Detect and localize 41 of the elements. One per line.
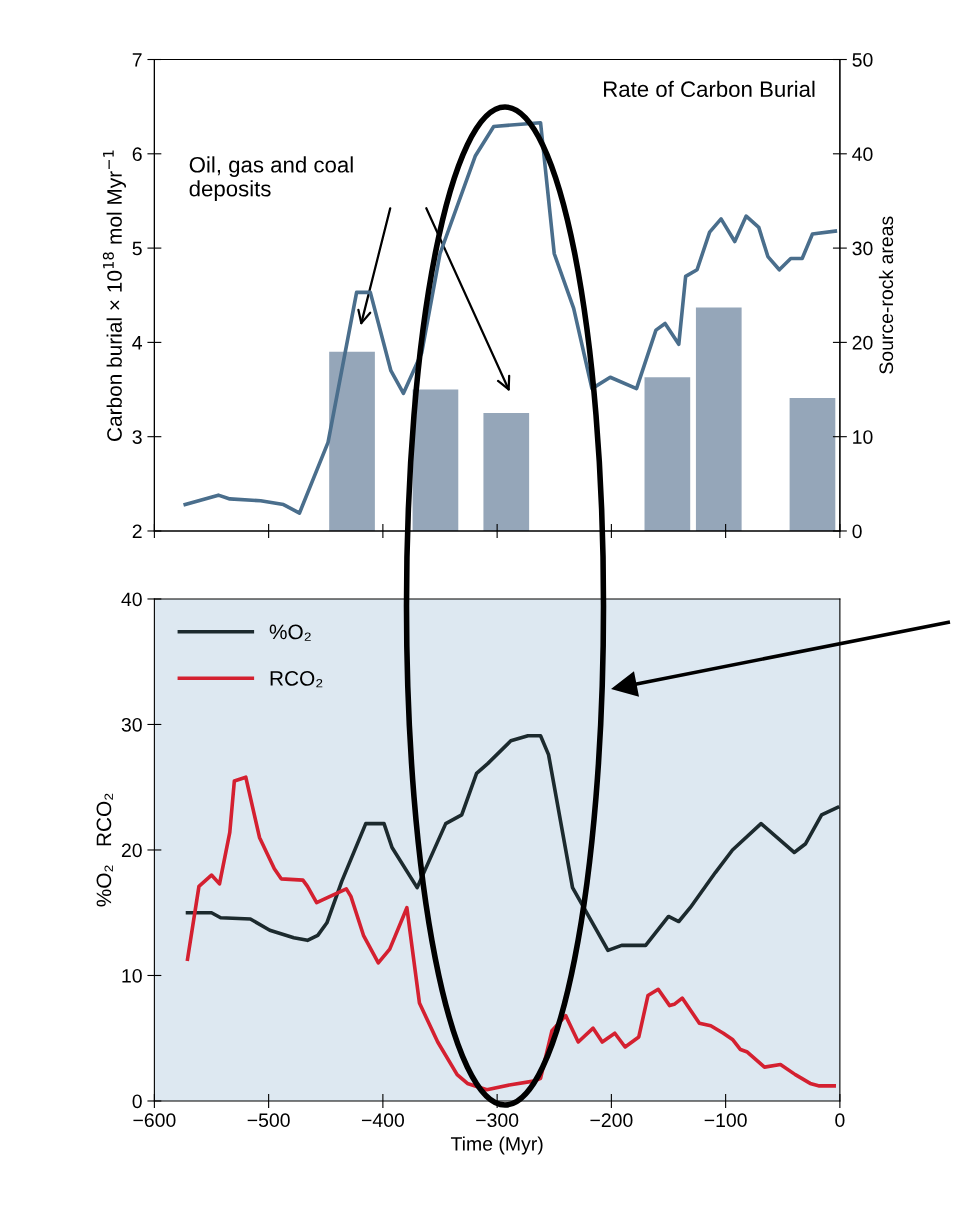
x-tick-label: −500: [247, 1113, 290, 1128]
x-tick-label: −300: [476, 1113, 519, 1128]
bar: [483, 413, 530, 531]
y-tick-label: 4: [132, 336, 143, 350]
bar: [789, 398, 836, 531]
annotation: Oil, gas and coal deposits: [189, 156, 353, 201]
y2-axis-title: Source-rock areas: [878, 216, 894, 374]
y-tick-label: 7: [132, 53, 142, 67]
y-tick-label: 40: [121, 592, 142, 607]
y-axis-title: %O₂ RCO₂: [96, 793, 113, 907]
y-tick-label: 2: [132, 524, 142, 539]
y2-tick-label: 40: [852, 147, 873, 162]
legend-label: RCO₂: [270, 671, 323, 688]
line-series: [183, 120, 838, 515]
y2-tick-label: 10: [853, 430, 873, 444]
y-tick-label: 0: [132, 1094, 142, 1109]
bar: [329, 351, 375, 531]
y-axis-title: Carbon burial × 10$^{18}$ mol Myr$^{−1}$: [102, 150, 126, 441]
x-tick-label: −200: [590, 1113, 633, 1128]
x-tick-label: −100: [704, 1113, 747, 1128]
line-series: [185, 775, 836, 1092]
bar: [695, 307, 742, 531]
text: Rate of Carbon Burial: [604, 80, 815, 98]
bar: [412, 389, 459, 531]
y-tick-label: 20: [121, 843, 142, 858]
x-tick-label: 0: [835, 1113, 845, 1128]
bar: [644, 377, 691, 531]
y-tick-label: 30: [121, 717, 142, 732]
x-tick-label: −400: [361, 1113, 405, 1128]
y-tick-label: 3: [132, 430, 142, 444]
y-tick-label: 6: [132, 147, 142, 162]
y2-tick-label: 50: [852, 52, 873, 67]
y2-tick-label: 0: [852, 524, 862, 539]
x-axis-title: Time (Myr): [450, 1136, 543, 1155]
y-tick-label: 10: [122, 968, 142, 983]
x-tick-label: −600: [133, 1113, 176, 1128]
y2-tick-label: 20: [852, 335, 873, 350]
line-series: [185, 733, 840, 953]
y2-tick-label: 30: [852, 241, 873, 256]
y-tick-label: 5: [132, 241, 142, 256]
legend-label: %O₂: [269, 624, 311, 641]
